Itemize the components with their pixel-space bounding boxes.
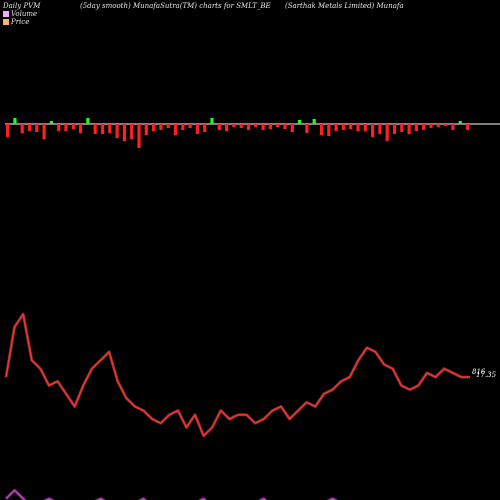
- price-line: [5, 313, 470, 437]
- legend-volume-swatch: [3, 11, 9, 17]
- pvm-bar: [371, 124, 375, 137]
- pvm-bar: [93, 124, 97, 134]
- pvm-bar: [239, 124, 243, 128]
- pvm-bar: [276, 124, 280, 127]
- pvm-bar: [152, 124, 156, 131]
- pvm-bar: [261, 124, 265, 130]
- pvm-bar: [13, 118, 17, 124]
- pvm-bar: [217, 124, 221, 130]
- pvm-bar: [400, 124, 404, 132]
- pvm-bar: [42, 124, 46, 139]
- pvm-bar: [451, 124, 455, 130]
- pvm-bar: [115, 124, 119, 138]
- legend-volume-label: Volume: [11, 10, 38, 18]
- pvm-bar: [108, 124, 112, 133]
- pvm-bar: [159, 124, 163, 130]
- pvm-bar: [422, 124, 426, 130]
- pvm-bar: [254, 124, 258, 127]
- pvm-bar: [444, 124, 448, 126]
- header-title-smooth: (5day smooth) MunafaSutra(TM) charts for…: [80, 2, 271, 10]
- pvm-bar: [27, 124, 32, 131]
- pvm-bar: [298, 120, 302, 124]
- pvm-bar: [173, 124, 178, 135]
- pvm-bar: [246, 124, 251, 130]
- pvm-bar: [363, 124, 367, 131]
- pvm-bar: [181, 124, 185, 130]
- pvm-bar: [312, 119, 316, 124]
- pvm-bar: [166, 124, 170, 128]
- pvm-bar: [327, 124, 331, 136]
- pvm-bar: [268, 124, 272, 129]
- volume-value-label: 816: [472, 368, 486, 376]
- pvm-bar: [341, 124, 345, 130]
- pvm-bar: [378, 124, 382, 134]
- volume-line: [5, 489, 337, 500]
- pvm-bar: [436, 124, 440, 127]
- pvm-bar: [20, 124, 24, 133]
- pvm-bar: [429, 124, 433, 128]
- pvm-bar: [290, 124, 294, 132]
- pvm-bar: [144, 124, 148, 135]
- pvm-bar: [414, 124, 418, 131]
- pvm-bar: [100, 124, 105, 134]
- pvm-bar: [319, 124, 324, 135]
- pvm-bar: [349, 124, 353, 129]
- pvm-bar: [64, 124, 68, 131]
- pvm-bar: [356, 124, 360, 131]
- price-line-glow: [4, 312, 470, 438]
- pvm-bar: [195, 124, 199, 134]
- pvm-bar: [283, 124, 287, 129]
- pvm-bar: [334, 124, 338, 131]
- pvm-bar: [57, 124, 61, 131]
- pvm-bar: [305, 124, 309, 133]
- pvm-bar: [130, 124, 134, 139]
- pvm-bar: [86, 118, 90, 124]
- pvm-bar: [203, 124, 207, 132]
- legend-volume: Volume: [3, 10, 37, 19]
- pvm-bar: [49, 121, 53, 124]
- pvm-bar: [385, 124, 389, 141]
- volume-line-glow: [4, 488, 339, 500]
- pvm-bar: [71, 124, 75, 129]
- pvm-bar: [210, 118, 214, 124]
- header-title-left: Daily PVM: [3, 2, 41, 10]
- legend-price-swatch: [3, 19, 9, 25]
- pvm-bar: [232, 124, 236, 127]
- pvm-bar: [35, 124, 39, 132]
- legend-price-label: Price: [11, 18, 30, 26]
- pvm-bar: [122, 124, 126, 141]
- pvm-bar: [465, 124, 470, 130]
- pvm-bar: [392, 124, 397, 134]
- header-title-company: (Sarthak Metals Limited) Munafa: [285, 2, 404, 10]
- legend-price: Price: [3, 18, 29, 27]
- pvm-bar: [6, 124, 10, 137]
- pvm-bar: [79, 124, 83, 133]
- pvm-bar: [407, 124, 411, 134]
- pvm-bar: [137, 124, 141, 148]
- price-value-label: 17.35: [476, 371, 497, 379]
- pvm-bar: [225, 124, 229, 131]
- pvm-bar: [188, 124, 192, 128]
- pvm-bar: [458, 121, 462, 124]
